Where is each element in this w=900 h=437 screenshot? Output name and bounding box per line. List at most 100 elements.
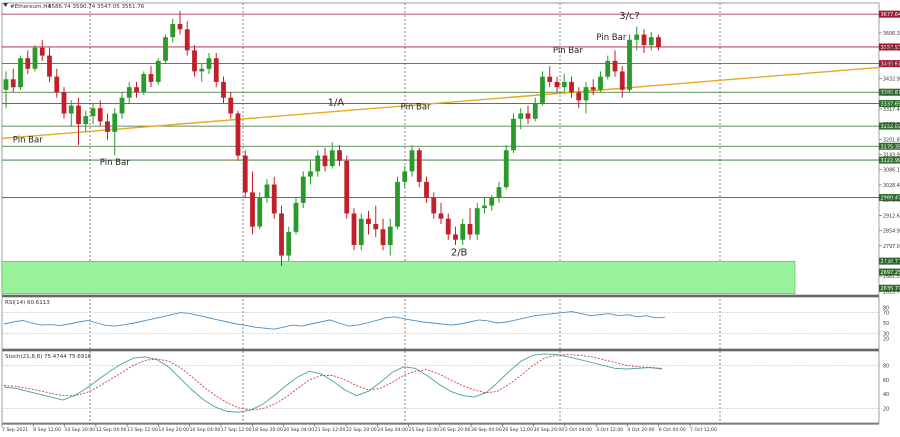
bearish-candle — [547, 77, 552, 82]
stoch-tick-label: 40 — [883, 392, 889, 398]
bearish-candle — [185, 29, 190, 50]
bullish-candle — [489, 198, 494, 206]
wave-annotation-label: Pin Bar — [596, 33, 626, 43]
bullish-candle — [540, 77, 545, 103]
price-tick-label: 2681.55 — [883, 274, 900, 280]
bullish-candle — [533, 103, 538, 119]
price-level-label: 3677.64 — [881, 12, 900, 18]
bearish-candle — [613, 61, 618, 72]
bearish-candle — [439, 213, 444, 218]
bearish-candle — [134, 87, 139, 92]
wave-annotation-label: Pin Bar — [401, 103, 431, 113]
bullish-candle — [605, 61, 610, 77]
price-tick-label: 3548.85 — [883, 46, 900, 52]
bullish-candle — [170, 24, 175, 37]
bearish-candle — [337, 150, 342, 161]
bullish-candle — [330, 150, 335, 166]
bearish-candle — [656, 37, 661, 47]
bearish-candle — [424, 182, 429, 198]
bullish-candle — [265, 185, 270, 198]
bullish-candle — [69, 106, 74, 114]
demand-zone — [2, 261, 795, 293]
bullish-candle — [294, 203, 299, 232]
bullish-candle — [120, 98, 125, 114]
bearish-candle — [417, 150, 422, 182]
time-tick-label: 26 Sep 20:00 — [440, 427, 471, 433]
bearish-candle — [178, 24, 183, 29]
bearish-candle — [323, 156, 328, 167]
bearish-candle — [243, 156, 248, 193]
time-tick-label: 14 Sep 20:00 — [158, 427, 189, 433]
bullish-candle — [257, 198, 262, 227]
rsi-tick-label: 20 — [883, 337, 889, 343]
bullish-candle — [627, 40, 632, 90]
bullish-candle — [504, 150, 509, 187]
time-tick-label: 18 Sep 20:00 — [252, 427, 283, 433]
stoch-tick-label: 60 — [883, 378, 889, 384]
price-level-label: 3175.35 — [881, 144, 900, 150]
bullish-candle — [410, 150, 415, 171]
bullish-candle — [482, 206, 487, 209]
bearish-candle — [352, 213, 357, 245]
stoch-tick-label: 80 — [883, 363, 889, 369]
bearish-candle — [98, 108, 103, 121]
time-tick-label: 30 Sep 20:00 — [534, 427, 565, 433]
bearish-candle — [25, 58, 30, 69]
bearish-candle — [47, 56, 52, 77]
time-tick-label: 24 Sep 04:00 — [377, 427, 408, 433]
bullish-candle — [562, 82, 567, 87]
wave-annotation-label: Pin Bar — [100, 158, 130, 168]
bearish-candle — [576, 92, 581, 100]
bullish-candle — [83, 116, 88, 124]
bearish-candle — [279, 213, 284, 255]
bearish-candle — [236, 113, 241, 155]
bearish-candle — [192, 50, 197, 71]
bearish-candle — [62, 92, 67, 113]
bullish-candle — [634, 35, 639, 40]
bullish-candle — [475, 208, 480, 234]
price-tick-label: 3317.40 — [883, 107, 900, 113]
bearish-candle — [250, 192, 255, 226]
price-tick-label: 2623.75 — [883, 289, 900, 295]
chart-header: #Ethereum,H4 3586.74 3590.74 3547.05 355… — [3, 3, 145, 10]
time-tick-label: 10 Sep 20:00 — [65, 427, 96, 433]
bullish-candle — [511, 119, 516, 151]
bullish-candle — [4, 79, 9, 90]
wave-annotation-label: 3/c? — [619, 11, 640, 22]
bearish-candle — [214, 58, 219, 82]
bearish-candle — [344, 161, 349, 214]
demand-zone-rect — [2, 261, 795, 293]
bullish-candle — [163, 37, 168, 61]
time-tick-label: 4 Oct 20:00 — [627, 427, 654, 433]
time-tick-label: 28 Sep 04:00 — [471, 427, 502, 433]
bullish-candle — [359, 219, 364, 245]
bearish-candle — [453, 234, 458, 239]
wave-annotation-label: Pin Bar — [13, 135, 43, 145]
price-tick-label: 3606.30 — [883, 31, 900, 37]
wave-annotation-label: 2/B — [451, 248, 468, 259]
price-tick-label: 2797.05 — [883, 244, 900, 250]
stoch-tick-label: 20 — [883, 407, 889, 413]
bearish-candle — [105, 121, 110, 132]
rsi-tick-label: 50 — [883, 321, 889, 327]
price-tick-label: 3490.30 — [883, 61, 900, 67]
time-tick-label: 21 Sep 12:00 — [315, 427, 346, 433]
bearish-candle — [381, 229, 386, 245]
time-tick-label: 12 Sep 04:00 — [96, 427, 127, 433]
time-tick-label: 29 Sep 12:00 — [502, 427, 533, 433]
price-tick-label: 3086.15 — [883, 168, 900, 174]
stoch-caption: Stoch(21,8,8) 75.4744 75.6916 — [5, 354, 92, 360]
bullish-candle — [598, 77, 603, 90]
price-tick-label: 2854.90 — [883, 229, 900, 235]
time-tick-label: 9 Sep 12:00 — [33, 427, 61, 433]
wave-annotation-label: 1/A — [328, 98, 345, 109]
bearish-candle — [468, 224, 473, 235]
bullish-candle — [518, 113, 523, 118]
bearish-candle — [431, 198, 436, 214]
bearish-candle — [446, 219, 451, 235]
rsi-tick-label: 30 — [883, 331, 889, 337]
bullish-candle — [301, 177, 306, 203]
time-tick-label: 6 Oct 04:00 — [659, 427, 686, 433]
